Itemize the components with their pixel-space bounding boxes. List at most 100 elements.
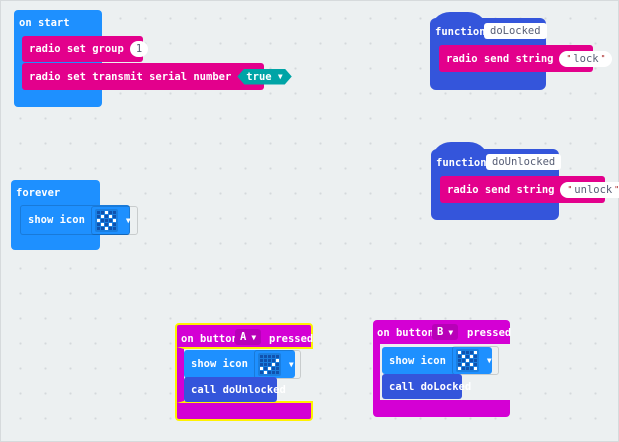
led-pixel: [259, 362, 263, 366]
led-pixel: [96, 226, 100, 230]
radio-send-label: radio send string: [446, 52, 554, 65]
led-pixel: [457, 367, 461, 370]
led-pixel: [275, 366, 279, 370]
led-pixel: [469, 367, 473, 370]
led-pixel: [100, 218, 104, 222]
show-icon-block[interactable]: show icon ▼: [20, 205, 138, 235]
led-pixel: [461, 367, 465, 370]
led-pixel: [465, 359, 469, 362]
quote-icon: ": [567, 185, 573, 194]
true-dropdown[interactable]: true ▼: [237, 69, 291, 85]
led-pixel: [100, 214, 104, 218]
call-dounlocked-block[interactable]: call doUnlocked: [184, 377, 286, 402]
led-pixel: [108, 210, 112, 214]
button-value: B: [437, 326, 444, 338]
call-dolocked-block[interactable]: call doLocked: [382, 374, 471, 399]
quote-icon: ": [614, 185, 619, 194]
radio-set-group-block[interactable]: radio set group 1: [22, 36, 149, 62]
led-pixel: [104, 210, 108, 214]
led-pixel: [263, 354, 267, 358]
chevron-down-icon: ▼: [288, 359, 294, 369]
led-pixel: [108, 214, 112, 218]
led-pixel: [465, 355, 469, 358]
forever-label: forever: [16, 187, 61, 199]
led-pixel: [108, 222, 112, 226]
button-b-dropdown[interactable]: B ▼: [432, 324, 459, 340]
led-pixel: [267, 354, 271, 358]
led-pixel: [259, 354, 263, 358]
show-icon-block[interactable]: show icon ▼: [382, 346, 499, 375]
led-pixel: [112, 222, 116, 226]
on-button-prefix: on button: [377, 327, 434, 339]
show-icon-label: show icon: [191, 358, 248, 370]
show-icon-label: show icon: [28, 214, 85, 226]
show-icon-block[interactable]: show icon ▼: [184, 349, 301, 379]
string-input[interactable]: " lock ": [559, 50, 613, 67]
led-pixel: [469, 359, 473, 362]
led-pixel: [469, 355, 473, 358]
led-pixel: [275, 354, 279, 358]
led-pixel: [271, 370, 275, 374]
led-pixel: [465, 363, 469, 366]
button-value: A: [240, 331, 247, 343]
led-pixel: [96, 214, 100, 218]
led-pixel: [473, 367, 477, 370]
radio-set-group-label: radio set group: [29, 43, 124, 55]
led-pixel: [112, 210, 116, 214]
string-value: lock: [573, 52, 599, 65]
icon-dropdown[interactable]: ▼: [90, 205, 138, 235]
radio-transmit-label: radio set transmit serial number: [29, 70, 232, 83]
led-pixel: [108, 226, 112, 230]
function-hat: [430, 12, 488, 32]
led-pixel: [457, 363, 461, 366]
led-pixel: [457, 351, 461, 354]
function-name-field[interactable]: doLocked: [484, 23, 547, 39]
show-icon-label: show icon: [389, 354, 446, 367]
led-pixel: [267, 370, 271, 374]
button-a-dropdown[interactable]: A ▼: [235, 329, 262, 345]
on-start-label: on start: [19, 17, 70, 29]
on-button-prefix: on button: [181, 333, 238, 345]
led-pixel: [461, 359, 465, 362]
led-pixel: [104, 214, 108, 218]
led-pixel: [263, 358, 267, 362]
radio-send-string-block[interactable]: radio send string " unlock ": [440, 176, 619, 203]
radio-send-label: radio send string: [447, 183, 555, 196]
led-pixel: [461, 363, 465, 366]
group-number-input[interactable]: 1: [129, 41, 149, 57]
led-pixel: [469, 363, 473, 366]
led-pixel: [104, 222, 108, 226]
checkmark-icon: [257, 352, 281, 376]
string-value: unlock: [574, 183, 613, 196]
true-value: true: [246, 70, 272, 83]
radio-set-transmit-serial-block[interactable]: radio set transmit serial number true ▼: [22, 63, 264, 90]
icon-dropdown[interactable]: ▼: [253, 349, 301, 379]
led-pixel: [267, 366, 271, 370]
led-pixel: [112, 214, 116, 218]
led-pixel: [473, 363, 477, 366]
quote-icon: ": [600, 54, 606, 63]
led-pixel: [259, 358, 263, 362]
led-pixel: [271, 354, 275, 358]
led-pixel: [473, 359, 477, 362]
radio-send-string-block[interactable]: radio send string " lock ": [439, 45, 613, 72]
led-pixel: [461, 355, 465, 358]
string-input[interactable]: " unlock ": [560, 181, 619, 198]
led-pixel: [271, 362, 275, 366]
led-pixel: [275, 370, 279, 374]
function-keyword: function: [435, 26, 486, 38]
function-keyword: function: [436, 157, 487, 169]
led-pixel: [473, 355, 477, 358]
led-pixel: [271, 366, 275, 370]
function-name-field[interactable]: doUnlocked: [486, 154, 562, 170]
led-pixel: [271, 358, 275, 362]
call-label: call doLocked: [389, 380, 472, 393]
led-pixel: [465, 351, 469, 354]
chevron-down-icon: ▼: [277, 72, 283, 81]
led-pixel: [259, 366, 263, 370]
led-pixel: [100, 226, 104, 230]
icon-dropdown[interactable]: ▼: [451, 346, 499, 375]
led-pixel: [259, 370, 263, 374]
led-pixel: [112, 218, 116, 222]
led-pixel: [96, 218, 100, 222]
